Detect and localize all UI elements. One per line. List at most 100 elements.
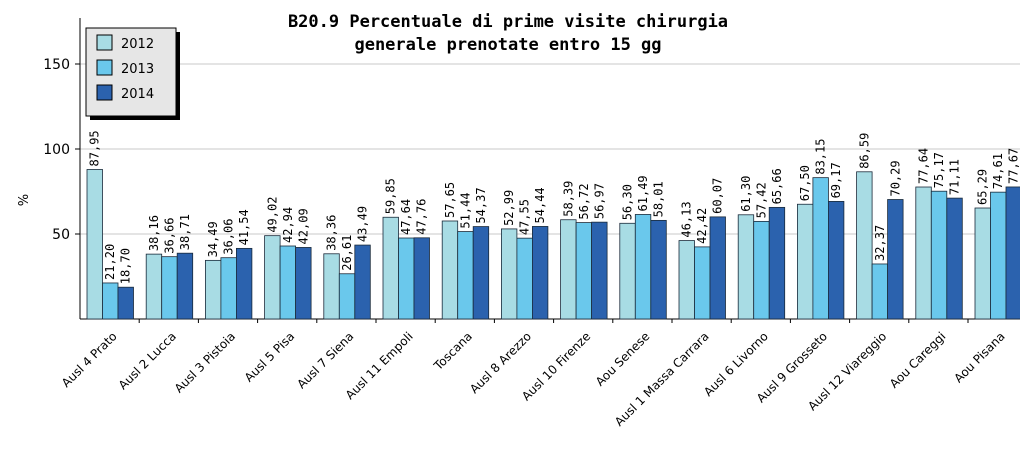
data-label: 86,59 xyxy=(857,133,871,169)
data-label: 46,13 xyxy=(680,201,694,237)
bar-2012 xyxy=(264,235,281,320)
data-label: 54,44 xyxy=(533,187,547,223)
data-label: 38,71 xyxy=(178,214,192,250)
category-label: Toscana xyxy=(431,329,475,373)
data-label: 56,30 xyxy=(621,184,635,220)
data-label: 41,54 xyxy=(237,209,251,245)
data-label: 59,85 xyxy=(384,178,398,214)
bar-2014 xyxy=(532,226,549,320)
data-label: 34,49 xyxy=(206,221,220,257)
legend: 2012 2013 2014 xyxy=(85,27,180,120)
bar-2013 xyxy=(930,190,948,320)
data-label: 83,15 xyxy=(814,139,828,175)
data-label: 74,61 xyxy=(991,153,1005,189)
bar-2014 xyxy=(235,247,253,320)
bar-2012 xyxy=(678,240,695,320)
data-label: 43,49 xyxy=(356,206,370,242)
category-label: Ausl 7 Siena xyxy=(294,329,356,391)
bar-2014 xyxy=(768,206,786,320)
bar-2014 xyxy=(176,252,194,320)
bar-2012 xyxy=(619,222,636,320)
bar-2012 xyxy=(382,216,399,320)
bar-2012 xyxy=(737,214,755,320)
data-label: 58,39 xyxy=(561,181,575,217)
bar-2012 xyxy=(915,186,932,320)
bar-2013 xyxy=(694,246,711,320)
bar-2013 xyxy=(634,214,652,320)
bar-2012 xyxy=(204,259,222,320)
bar-2014 xyxy=(1005,186,1020,320)
bar-2014 xyxy=(295,247,312,320)
data-label: 32,37 xyxy=(873,225,887,261)
data-label: 61,30 xyxy=(739,176,753,212)
data-label: 70,29 xyxy=(888,160,902,196)
bar-2013 xyxy=(338,273,356,320)
legend-swatch-2014 xyxy=(96,84,113,101)
bar-2014 xyxy=(650,219,667,320)
data-label: 77,67 xyxy=(1007,148,1020,184)
category-label: Aou Pisana xyxy=(951,329,1007,385)
data-label: 47,76 xyxy=(415,199,429,235)
bar-2012 xyxy=(323,253,340,320)
data-label: 42,94 xyxy=(281,207,295,243)
data-label: 51,44 xyxy=(458,192,472,228)
bar-2012 xyxy=(86,169,103,320)
data-label: 38,16 xyxy=(147,215,161,251)
data-label: 54,37 xyxy=(474,187,488,223)
data-label: 65,66 xyxy=(770,168,784,204)
data-label: 69,17 xyxy=(829,162,843,198)
legend-swatch-2013 xyxy=(96,59,113,76)
bar-2013 xyxy=(102,282,119,320)
chart-title-line-1: B20.9 Percentuale di prime visite chirur… xyxy=(288,12,728,32)
category-label: Ausl 3 Pistoia xyxy=(172,329,238,395)
category-label: Ausl 2 Lucca xyxy=(116,329,179,392)
category-label: Aou Senese xyxy=(593,329,653,389)
bar-2013 xyxy=(161,256,178,320)
data-label: 77,64 xyxy=(917,148,931,184)
data-labels: 87,95 21,20 18,70 38,16 36,66 38,71 34,49 36,06… xyxy=(88,130,1020,284)
bar-2012 xyxy=(441,220,459,320)
bar-2013 xyxy=(279,245,297,320)
data-label: 61,49 xyxy=(636,175,650,211)
bar-2014 xyxy=(117,286,134,320)
data-label: 71,11 xyxy=(948,159,962,195)
category-label: Ausl 5 Pisa xyxy=(242,329,298,385)
data-label: 18,70 xyxy=(119,248,133,284)
y-tick-label: 100 xyxy=(43,142,70,158)
data-label: 47,55 xyxy=(518,199,532,235)
data-label: 47,64 xyxy=(399,199,413,235)
data-label: 56,72 xyxy=(577,183,591,219)
legend-swatch-2012 xyxy=(96,34,113,51)
data-label: 57,42 xyxy=(754,182,768,218)
bar-2013 xyxy=(990,191,1007,320)
bar-2014 xyxy=(709,216,726,320)
bar-2013 xyxy=(457,231,474,320)
bar-2014 xyxy=(946,197,963,320)
bar-2013 xyxy=(871,263,888,320)
data-label: 87,95 xyxy=(88,130,102,166)
data-label: 21,20 xyxy=(103,244,117,280)
category-label: Ausl 4 Prato xyxy=(59,329,120,390)
gridlines xyxy=(75,63,1020,235)
data-label: 26,61 xyxy=(340,235,354,271)
bar-2013 xyxy=(516,237,533,320)
data-label: 36,06 xyxy=(222,219,236,255)
bar-2012 xyxy=(560,219,577,320)
bar-2014 xyxy=(591,221,608,320)
legend-label-2012: 2012 xyxy=(121,37,154,52)
data-label: 75,17 xyxy=(932,152,946,188)
bar-2012 xyxy=(974,207,991,320)
data-label: 38,36 xyxy=(325,215,339,251)
data-label: 58,01 xyxy=(652,181,666,217)
bar-2012 xyxy=(856,171,873,320)
data-label: 49,02 xyxy=(265,197,279,233)
bar-2013 xyxy=(753,220,770,320)
y-tick-labels: 50 100 150 xyxy=(43,57,70,243)
bar-2014 xyxy=(472,226,490,320)
bar-2013 xyxy=(575,222,592,320)
data-label: 65,29 xyxy=(976,169,990,205)
bar-2012 xyxy=(500,228,518,320)
category-label: Aou Careggi xyxy=(887,329,949,391)
